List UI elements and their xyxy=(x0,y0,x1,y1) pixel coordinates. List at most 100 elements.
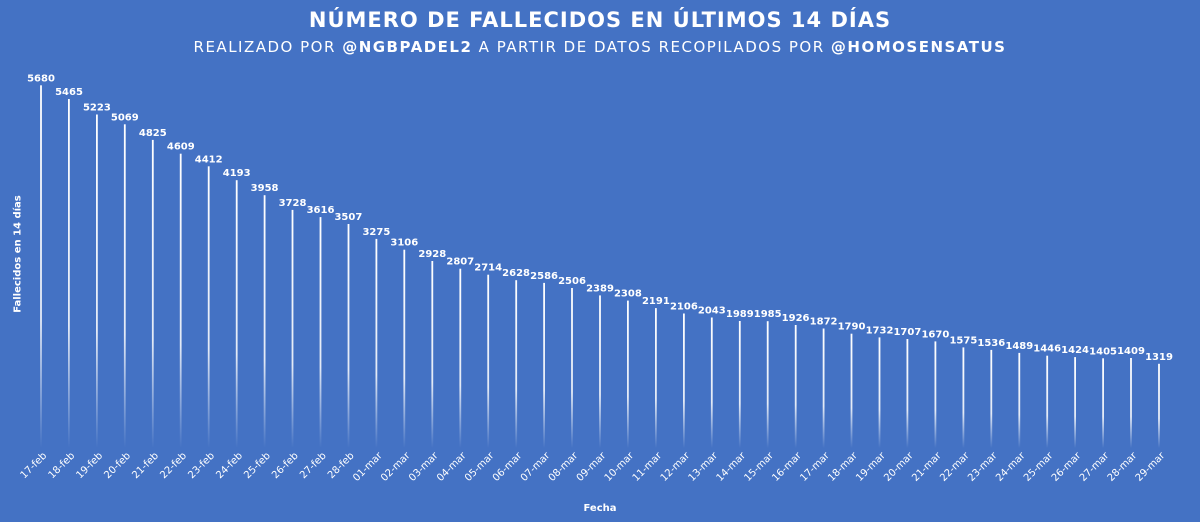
drop-line xyxy=(1158,363,1160,448)
x-tick-label: 24-mar xyxy=(994,450,1028,484)
drop-line xyxy=(68,99,70,448)
data-label: 1790 xyxy=(838,322,866,333)
drop-line xyxy=(1046,355,1049,448)
data-label: 4825 xyxy=(139,128,167,139)
drop-line xyxy=(794,325,797,448)
data-label: 1732 xyxy=(866,325,894,336)
drop-line xyxy=(40,85,42,449)
chart-subtitle: REALIZADO POR @NGBPADEL2 A PARTIR DE DAT… xyxy=(0,38,1200,56)
drop-line xyxy=(487,274,490,448)
drop-line xyxy=(347,224,350,448)
drop-line xyxy=(822,328,825,448)
drop-line xyxy=(990,349,993,448)
drop-line xyxy=(431,261,434,448)
x-tick-label: 20-mar xyxy=(882,450,916,484)
drop-line xyxy=(738,321,741,448)
x-tick-label: 27-mar xyxy=(1078,450,1112,484)
drop-line xyxy=(878,337,881,448)
drop-line xyxy=(1018,352,1021,448)
drop-line xyxy=(906,339,909,448)
data-label: 2043 xyxy=(698,306,726,317)
x-tick-label: 29-mar xyxy=(1134,450,1168,484)
drop-line xyxy=(291,209,294,448)
drop-line xyxy=(627,300,629,448)
data-label: 2928 xyxy=(418,249,446,260)
data-label: 3275 xyxy=(362,227,390,238)
drop-line xyxy=(515,280,518,448)
x-tick-label: 21-feb xyxy=(130,450,161,481)
drop-line xyxy=(543,282,545,448)
x-tick-label: 15-mar xyxy=(742,450,776,484)
x-axis-label: Fecha xyxy=(583,503,617,514)
data-label: 1405 xyxy=(1089,346,1117,357)
x-tick-label: 06-mar xyxy=(491,450,525,484)
x-tick-label: 26-feb xyxy=(270,450,301,481)
x-tick-label: 14-mar xyxy=(715,450,749,484)
data-label: 2191 xyxy=(642,296,670,307)
drop-line xyxy=(1102,358,1104,448)
data-label: 1985 xyxy=(754,309,782,320)
x-tick-label: 10-mar xyxy=(603,450,637,484)
data-label: 3507 xyxy=(334,212,362,223)
data-label: 3616 xyxy=(307,205,335,216)
x-tick-label: 24-feb xyxy=(214,450,245,481)
data-label: 2106 xyxy=(670,302,698,313)
x-tick-label: 03-mar xyxy=(407,450,441,484)
drop-line xyxy=(319,217,322,448)
data-label: 3728 xyxy=(279,198,307,209)
x-tick-label: 25-feb xyxy=(242,450,273,481)
data-label: 5069 xyxy=(111,112,139,123)
data-label: 1319 xyxy=(1145,352,1173,363)
x-tick-label: 16-mar xyxy=(770,450,804,484)
drop-line xyxy=(235,180,238,448)
data-label: 1489 xyxy=(1005,341,1033,352)
data-label: 1575 xyxy=(949,335,977,346)
data-label: 1424 xyxy=(1061,345,1089,356)
drop-line xyxy=(459,268,462,448)
x-tick-label: 09-mar xyxy=(575,450,609,484)
data-label: 1926 xyxy=(782,313,810,324)
x-tick-label: 11-mar xyxy=(631,450,665,484)
data-label: 4609 xyxy=(167,142,195,153)
x-tick-label: 17-feb xyxy=(19,450,50,481)
drop-line xyxy=(683,313,685,448)
chart-title: NÚMERO DE FALLECIDOS EN ÚLTIMOS 14 DÍAS xyxy=(308,8,892,32)
drop-line xyxy=(151,139,154,448)
x-tick-label: 12-mar xyxy=(659,450,693,484)
x-tick-label: 21-mar xyxy=(910,450,944,484)
x-tick-label: 18-mar xyxy=(826,450,860,484)
x-tick-label: 02-mar xyxy=(379,450,413,484)
drop-line xyxy=(1074,357,1076,448)
x-tick-label: 22-feb xyxy=(158,450,189,481)
x-tick-label: 05-mar xyxy=(463,450,497,484)
x-tick-label: 01-mar xyxy=(351,450,385,484)
x-tick-label: 23-mar xyxy=(966,450,1000,484)
x-tick-label: 19-feb xyxy=(74,450,105,481)
data-label: 1707 xyxy=(893,327,921,338)
data-label: 1989 xyxy=(726,309,754,320)
x-tick-label: 18-feb xyxy=(47,450,78,481)
drop-line xyxy=(710,317,713,448)
drop-line xyxy=(96,114,98,448)
x-tick-label: 22-mar xyxy=(938,450,972,484)
data-label: 2628 xyxy=(502,268,530,279)
data-label: 2714 xyxy=(474,263,502,274)
drop-line xyxy=(1130,358,1132,448)
drop-line xyxy=(403,249,406,448)
data-label: 1670 xyxy=(921,329,949,340)
x-tick-label: 26-mar xyxy=(1050,450,1084,484)
x-tick-label: 04-mar xyxy=(435,450,469,484)
chart-marks: 5680 17-feb 5465 18-feb 5223 19-feb 5069 20-feb… xyxy=(19,73,1173,484)
x-tick-label: 23-feb xyxy=(186,450,217,481)
drop-line xyxy=(850,333,853,448)
x-tick-label: 28-mar xyxy=(1106,450,1140,484)
drop-line xyxy=(375,238,378,448)
x-tick-label: 17-mar xyxy=(798,450,832,484)
drop-line xyxy=(571,288,573,448)
drop-line xyxy=(766,321,769,448)
drop-line xyxy=(934,341,937,448)
drop-line xyxy=(962,347,965,448)
data-label: 1536 xyxy=(977,338,1005,349)
x-tick-label: 13-mar xyxy=(687,450,721,484)
